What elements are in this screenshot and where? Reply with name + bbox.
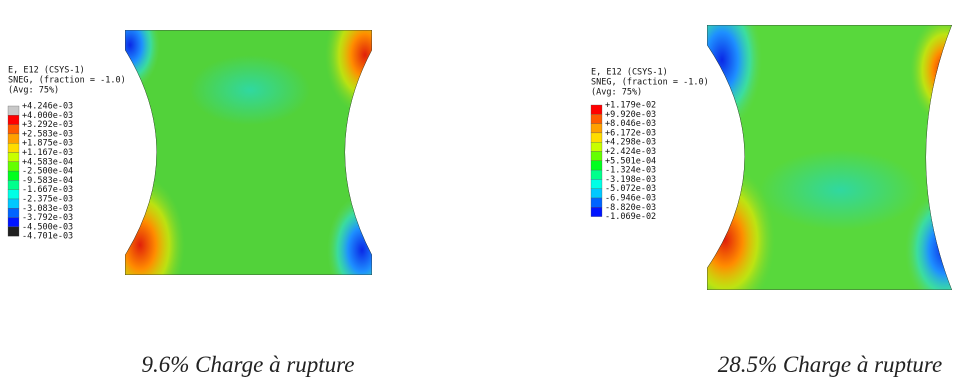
legend-label: -1.069e-02: [605, 212, 656, 222]
legend-label: -3.083e-03: [22, 204, 73, 214]
legend-label: +1.167e-03: [22, 148, 73, 158]
legend-label: +2.583e-03: [22, 129, 73, 139]
legend-swatch: [7, 189, 20, 200]
legend-label: -9.583e-04: [22, 176, 73, 186]
legend-swatch: [590, 179, 603, 189]
legend-swatch: [7, 105, 20, 116]
legend-label: -5.072e-03: [605, 184, 656, 194]
legend-swatch: [7, 226, 20, 237]
legend-swatch: [590, 114, 603, 124]
legend-swatch: [7, 217, 20, 228]
legend-swatch: [590, 197, 603, 208]
legend-swatch: [7, 143, 20, 153]
legend-label: +2.424e-03: [605, 147, 656, 157]
specimen-left: [125, 30, 372, 275]
legend-swatch: [7, 115, 20, 125]
caption: 9.6% Charge à rupture: [142, 352, 355, 377]
legend-label: -3.792e-03: [22, 213, 73, 223]
legend-label: -2.500e-04: [22, 167, 73, 177]
legend-label: -6.946e-03: [605, 194, 656, 204]
legend-label: +3.292e-03: [22, 120, 73, 130]
legend-swatch: [7, 124, 20, 135]
specimen-right: [707, 25, 952, 290]
legend-swatch: [7, 180, 20, 190]
legend-label: +5.501e-04: [605, 156, 656, 166]
legend-label: +4.246e-03: [22, 102, 73, 112]
legend-label: -8.820e-03: [605, 203, 656, 213]
legend-label: -1.667e-03: [22, 185, 73, 195]
legend-swatch: [590, 123, 603, 134]
legend-header: (Avg: 75%): [591, 88, 642, 98]
legend-swatch: [7, 170, 20, 181]
legend-swatch: [7, 152, 20, 162]
legend-label: -1.324e-03: [605, 166, 656, 176]
legend-swatch: [590, 160, 603, 171]
legend-swatch: [590, 169, 603, 180]
legend-label: +8.046e-03: [605, 119, 656, 129]
legend-label: +1.875e-03: [22, 139, 73, 149]
legend-label: +4.000e-03: [22, 111, 73, 121]
legend-label: -3.198e-03: [605, 175, 656, 185]
legend-label: +4.583e-04: [22, 157, 73, 167]
legend-label: -2.375e-03: [22, 195, 73, 205]
legend-label: +1.179e-02: [605, 101, 656, 111]
legend-label: +9.920e-03: [605, 110, 656, 120]
legend-label: -4.500e-03: [22, 222, 73, 232]
legend-swatch: [590, 188, 603, 199]
legend-swatch: [7, 161, 20, 172]
legend-header: SNEG, (fraction = -1.0): [591, 78, 709, 88]
legend-swatch: [590, 151, 603, 161]
legend-header: E, E12 (CSYS-1): [8, 66, 85, 76]
legend-swatch: [7, 133, 20, 144]
legend-swatch: [7, 198, 20, 209]
legend-swatch: [590, 142, 603, 152]
legend-swatch: [7, 208, 20, 218]
legend-label: +6.172e-03: [605, 128, 656, 138]
legend-swatch: [590, 104, 603, 115]
legend-label: -4.701e-03: [22, 232, 73, 242]
caption: 28.5% Charge à rupture: [718, 352, 942, 377]
legend-swatch: [590, 207, 603, 217]
legend-label: +4.298e-03: [605, 138, 656, 148]
legend-swatch: [590, 132, 603, 143]
legend-header: SNEG, (fraction = -1.0): [8, 76, 126, 86]
legend-header: (Avg: 75%): [8, 86, 59, 96]
legend-header: E, E12 (CSYS-1): [591, 68, 668, 78]
